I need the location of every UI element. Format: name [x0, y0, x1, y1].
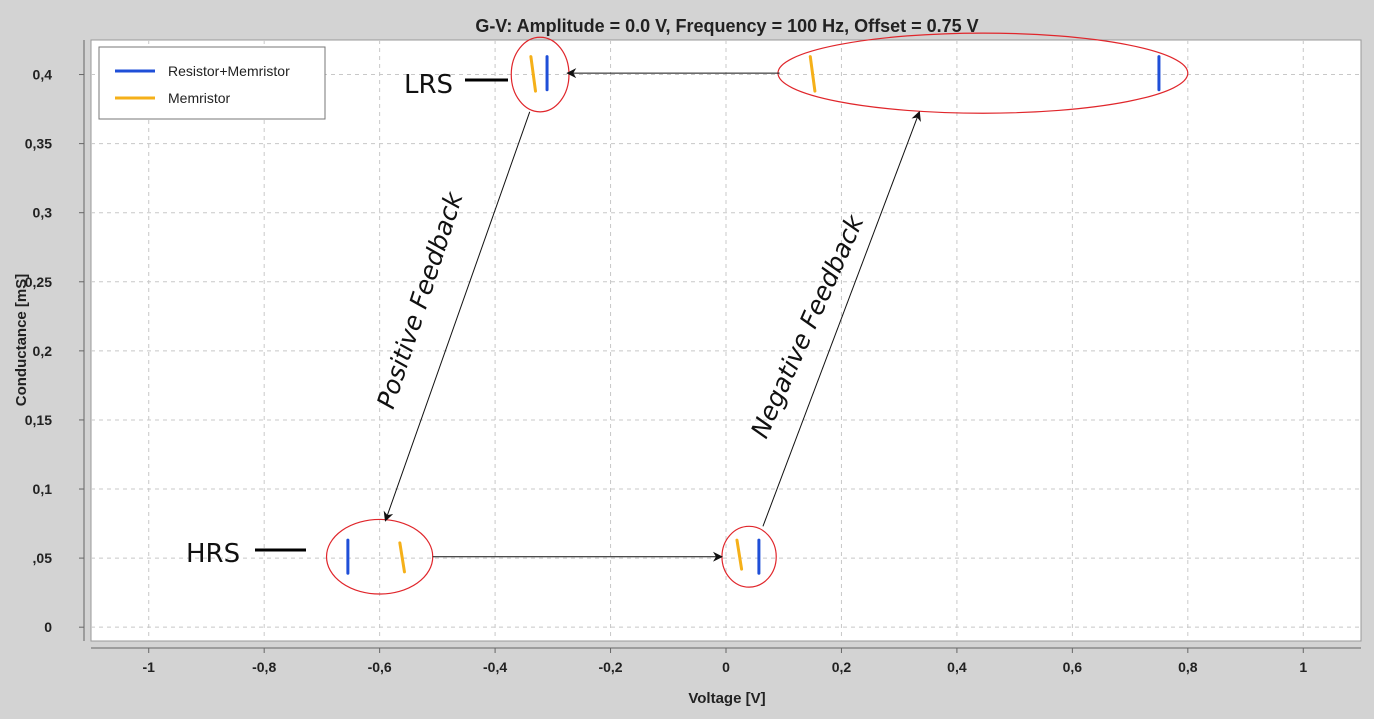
- legend-box: [98, 46, 326, 120]
- y-tick-label: 0,35: [25, 136, 52, 152]
- x-tick-label: 0,4: [947, 659, 967, 675]
- x-tick-label: -0,6: [368, 659, 392, 675]
- series-1-mark: [529, 55, 537, 93]
- y-tick-label: 0,1: [33, 481, 53, 497]
- x-tick-label: -0,8: [252, 659, 276, 675]
- x-tick-label: 1: [1299, 659, 1307, 675]
- legend-label-memristor: Memristor: [168, 90, 231, 106]
- x-tick-label: -1: [143, 659, 156, 675]
- x-tick-label: 0: [722, 659, 730, 675]
- data-series: [346, 55, 1161, 575]
- y-tick-label: 0,4: [33, 67, 53, 83]
- transition-arrow: [762, 110, 921, 527]
- legend-label-resistor-memristor: Resistor+Memristor: [168, 63, 290, 79]
- series-1-mark: [735, 538, 744, 571]
- y-tick-label: 0,15: [25, 412, 52, 428]
- x-tick-label: 0,2: [832, 659, 852, 675]
- y-tick-label: 0,2: [33, 343, 53, 359]
- hrs-label: HRS: [186, 539, 240, 569]
- x-axis-ticks: -1 -0,8 -0,6 -0,4 -0,2 0 0,2 0,4 0,6 0,8 1: [143, 648, 1307, 675]
- chart-title: G-V: Amplitude = 0.0 V, Frequency = 100 …: [475, 16, 978, 36]
- series-1-mark: [398, 541, 406, 574]
- y-axis-ticks: 0 ,05 0,1 0,15 0,2 0,25 0,3 0,35 0,4: [25, 67, 84, 635]
- x-tick-label: 0,6: [1063, 659, 1083, 675]
- x-axis-label: Voltage [V]: [688, 690, 765, 707]
- lrs-label: LRS: [404, 70, 453, 100]
- legend: Resistor+Memristor Memristor: [98, 46, 326, 120]
- x-tick-label: 0,8: [1178, 659, 1198, 675]
- series-1-mark: [808, 55, 817, 93]
- y-tick-label: 0: [44, 619, 52, 635]
- transition-arrow: [383, 111, 531, 522]
- x-tick-label: -0,4: [483, 659, 507, 675]
- y-tick-label: 0,3: [33, 205, 53, 221]
- state-ellipse: [325, 518, 434, 595]
- x-tick-label: -0,2: [598, 659, 622, 675]
- y-axis-label: Conductance [mS]: [13, 274, 30, 407]
- y-tick-label: ,05: [33, 550, 53, 566]
- y-tick-label: 0,25: [25, 274, 52, 290]
